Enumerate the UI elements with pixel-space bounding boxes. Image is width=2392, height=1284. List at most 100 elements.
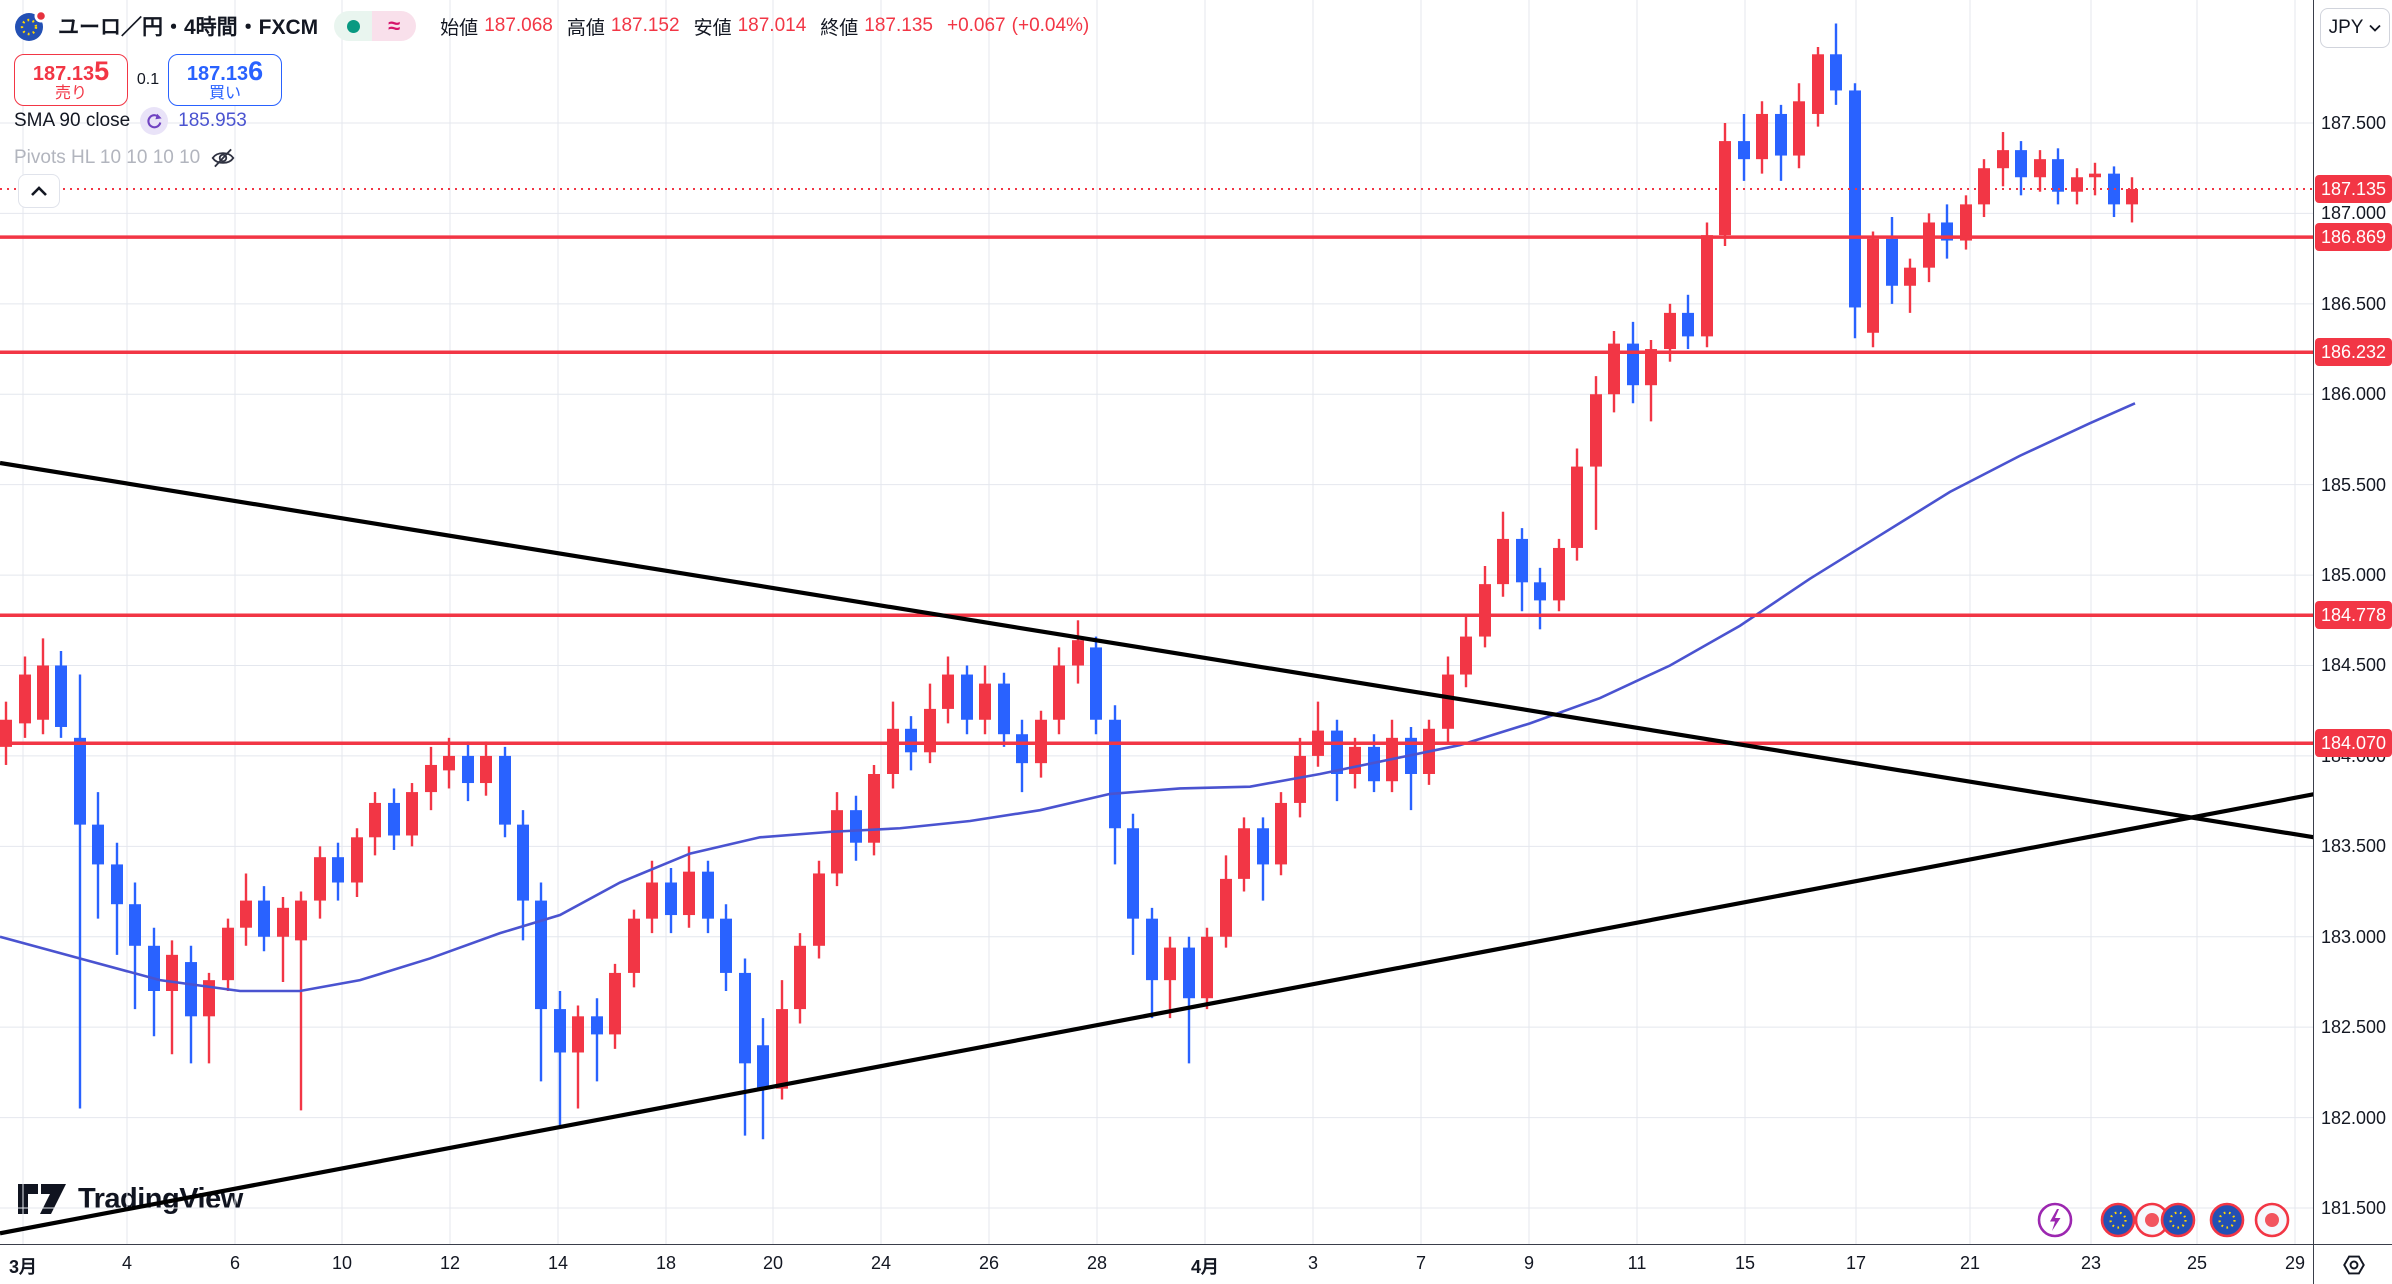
eurjpy-pair-icon [15,9,48,41]
candle-body [1830,54,1842,91]
candle-body [37,665,49,720]
candle-body [794,945,806,1010]
candle-body [1553,547,1565,601]
candle-body [831,810,843,874]
sma-indicator-value: 185.953 [178,110,247,131]
candle-body [1590,394,1602,467]
sell-button[interactable]: 187.135 売り [14,54,128,106]
change-value: +0.067 [946,15,1006,36]
candle-body [1109,719,1121,829]
candlestick-chart[interactable] [0,0,2313,1244]
candle-body [665,882,677,916]
candle-body [998,683,1010,735]
market-status-pill[interactable]: ≈ [334,11,417,41]
candle-body [961,674,973,720]
candle-body [1849,90,1861,308]
candle-body [55,665,67,727]
current-price-badge[interactable]: 187.135 [2315,175,2392,203]
candle-body [185,962,197,1017]
candle-body [720,918,732,973]
high-value: 187.152 [610,15,680,36]
candle-body [646,882,658,919]
open-value: 187.068 [484,15,553,36]
candle-body [1701,235,1713,337]
sma-line[interactable] [0,402,2136,993]
candle-body [1978,168,1990,205]
candle-body [1571,466,1583,548]
buy-button[interactable]: 187.136 買い [168,54,282,106]
spread-value: 0.1 [136,71,160,88]
candle-body [1886,238,1898,286]
candle-body [1479,584,1491,637]
lightning-icon[interactable] [2037,1202,2073,1238]
price-tick-label: 187.000 [2320,203,2387,224]
price-tick-label: 181.500 [2320,1197,2387,1218]
candle-body [1812,54,1824,114]
candle-body [1867,238,1879,333]
trend-line[interactable] [0,779,2313,1236]
price-tick-label: 185.000 [2320,565,2387,586]
indicator-sma[interactable]: SMA 90 close 185.953 [14,106,247,136]
time-tick-label: 3月 [8,1257,38,1277]
level-price-badge[interactable]: 184.778 [2315,601,2392,630]
candles-layer [0,23,2138,1140]
price-tick-label: 185.500 [2320,474,2387,495]
time-tick-label: 10 [331,1253,353,1273]
eu-flag-icon[interactable] [2209,1202,2245,1238]
price-tick-label: 182.500 [2320,1017,2387,1038]
eu-flag-icon[interactable] [2100,1202,2136,1238]
currency-toggle-button[interactable]: JPY [2320,8,2390,48]
low-value: 187.014 [737,15,807,36]
candle-body [739,972,751,1064]
low-label: 安値 [693,17,732,39]
jp-flag-icon[interactable] [2254,1202,2290,1238]
indicator-pivots[interactable]: Pivots HL 10 10 10 10 [14,143,236,173]
candle-body [1257,828,1269,865]
candle-body [942,674,954,709]
time-tick-label: 26 [978,1253,1000,1273]
price-tick-label: 186.000 [2320,384,2387,405]
trend-line[interactable] [0,460,2313,850]
candle-body [443,755,455,771]
candle-body [499,755,511,825]
time-tick-label: 24 [870,1253,892,1273]
market-open-icon [334,11,373,41]
candle-body [1664,312,1676,350]
eu-flag-icon[interactable] [2160,1202,2196,1238]
time-tick-label: 4月 [1190,1257,1220,1277]
candle-body [1923,222,1935,268]
close-label: 終値 [820,17,859,39]
refresh-icon[interactable] [140,107,169,135]
candle-body [1497,538,1509,585]
candle-body [2126,189,2138,205]
candle-body [425,764,437,793]
candle-body [1238,828,1250,879]
candle-body [295,900,307,941]
candle-body [1645,349,1657,386]
trend-lines [0,460,2313,1236]
time-axis[interactable]: 3月 4 6 10 12 14 18 20 24 26 28 4月 3 7 9 11 15 17 21 23 25 29 [0,1244,2313,1284]
candle-body [535,900,547,1010]
candle-body [480,755,492,784]
eye-slash-icon[interactable] [210,145,236,171]
horizontal-level-lines [0,235,2313,746]
candle-body [1146,918,1158,981]
axis-settings-button[interactable] [2313,1244,2392,1284]
collapse-indicators-button[interactable] [18,174,60,208]
approx-price-icon: ≈ [372,11,417,41]
candle-body [1164,947,1176,981]
candle-body [1275,802,1287,865]
time-tick-label: 21 [1959,1253,1981,1273]
level-price-badge[interactable]: 186.232 [2315,338,2392,367]
candle-body [683,871,695,916]
candle-body [314,857,326,901]
candle-body [1220,878,1232,937]
symbol-title[interactable]: ユーロ／円・4時間・FXCM [58,16,319,39]
pivots-indicator-name: Pivots HL 10 10 10 10 [14,147,201,168]
candle-body [2034,159,2046,178]
level-price-badge[interactable]: 186.869 [2315,223,2392,252]
price-axis[interactable]: JPY 187.500 187.000 186.500 186.000 185.500 1… [2313,0,2392,1244]
level-price-badge[interactable]: 184.070 [2315,729,2392,758]
currency-label: JPY [2328,17,2364,38]
